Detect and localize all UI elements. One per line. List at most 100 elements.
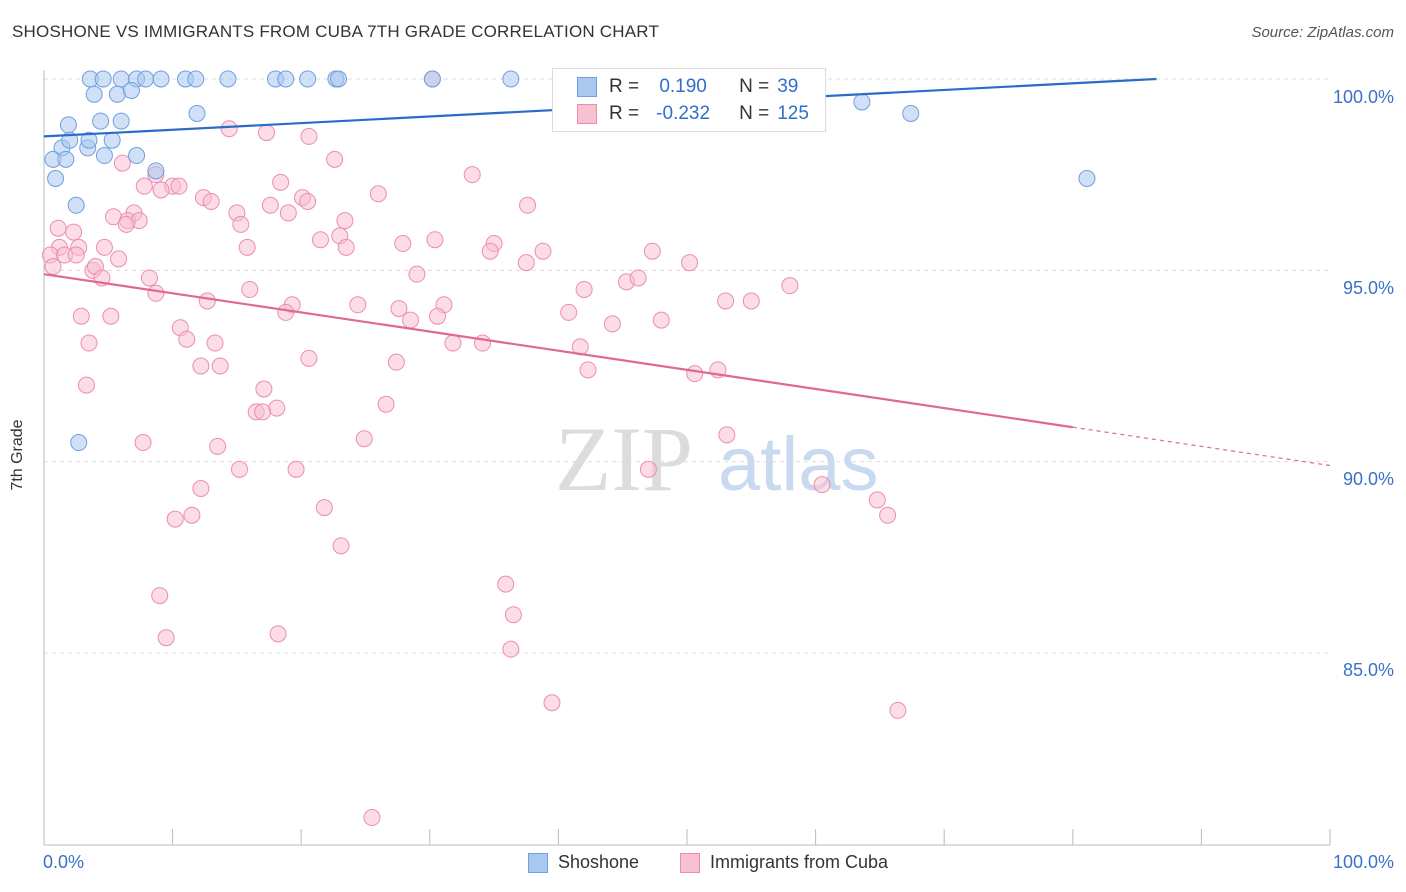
cuba-point — [429, 307, 447, 325]
cuba-point — [813, 476, 831, 494]
axes — [43, 70, 1331, 846]
y-tick-label: 90.0% — [1342, 469, 1394, 489]
cuba-point — [686, 365, 704, 383]
cuba-point — [80, 334, 98, 352]
cuba-point — [474, 334, 492, 352]
cuba-point — [336, 212, 354, 230]
cuba-point — [560, 303, 578, 321]
watermark-zip: ZIP — [555, 408, 693, 510]
cuba-point — [209, 437, 227, 455]
cuba-point — [157, 629, 175, 647]
cuba-point — [652, 311, 670, 329]
cuba-point — [254, 403, 272, 421]
shoshone-point — [59, 116, 77, 134]
cuba-point — [300, 349, 318, 367]
cuba-point — [326, 150, 344, 168]
cuba-point — [65, 223, 83, 241]
cuba-point — [279, 204, 297, 222]
grid-lines — [44, 78, 1330, 654]
cuba-point — [300, 127, 318, 145]
legend-item-cuba: Immigrants from Cuba — [680, 852, 888, 873]
n-label: N = — [739, 76, 770, 97]
cuba-points — [41, 70, 907, 827]
shoshone-point — [85, 85, 103, 103]
shoshone-point — [128, 147, 146, 165]
shoshone-point — [152, 70, 170, 88]
shoshone-point — [103, 131, 121, 149]
shoshone-point — [1078, 169, 1096, 187]
cuba-point — [134, 434, 152, 452]
cuba-point — [238, 238, 256, 256]
cuba-point — [272, 173, 290, 191]
shoshone-point — [219, 70, 237, 88]
legend-item-shoshone: Shoshone — [528, 852, 639, 873]
cuba-point — [390, 300, 408, 318]
cuba-point — [311, 231, 329, 249]
cuba-point — [481, 242, 499, 260]
cuba-point — [363, 809, 381, 827]
cuba-point — [408, 265, 426, 283]
cuba-trend-extension — [1072, 426, 1331, 467]
shoshone-point — [94, 70, 112, 88]
shoshone-point — [853, 93, 871, 111]
cuba-point — [639, 460, 657, 478]
cuba-point — [377, 395, 395, 413]
r-value: 0.190 — [659, 76, 707, 97]
shoshone-swatch — [577, 77, 597, 97]
cuba-point — [603, 315, 621, 333]
cuba-point — [534, 242, 552, 260]
cuba-point — [402, 311, 420, 329]
cuba-point — [519, 196, 537, 214]
legend-label: Shoshone — [558, 852, 640, 872]
y-tick-label: 100.0% — [1332, 87, 1394, 107]
cuba-point — [332, 537, 350, 555]
r-label: R = — [609, 76, 640, 97]
cuba-point — [113, 154, 131, 172]
cuba-point — [183, 506, 201, 524]
shoshone-point — [147, 162, 165, 180]
cuba-point — [170, 177, 188, 195]
cuba-point — [202, 192, 220, 210]
cuba-point — [140, 269, 158, 287]
cuba-point — [178, 330, 196, 348]
cuba-point — [394, 235, 412, 253]
cuba-point — [717, 292, 735, 310]
cuba-point — [579, 361, 597, 379]
y-tick-label: 95.0% — [1342, 278, 1394, 298]
cuba-point — [426, 231, 444, 249]
shoshone-point — [47, 169, 65, 187]
shoshone-point — [277, 70, 295, 88]
cuba-point — [232, 215, 250, 233]
cuba-point — [287, 460, 305, 478]
cuba-swatch — [680, 852, 700, 873]
cuba-point — [517, 254, 535, 272]
cuba-point — [257, 124, 275, 142]
cuba-trend-line — [43, 273, 1073, 429]
cuba-point — [497, 575, 515, 593]
chart-title: SHOSHONE VS IMMIGRANTS FROM CUBA 7TH GRA… — [12, 22, 660, 41]
cuba-point — [147, 284, 165, 302]
shoshone-point — [187, 70, 205, 88]
cuba-point — [102, 307, 120, 325]
shoshone-point — [92, 112, 110, 130]
cuba-point — [135, 177, 153, 195]
correlation-legend: R = 0.190 N = 39 R = -0.232 N = 125 — [552, 68, 826, 132]
y-axis-label: 7th Grade — [9, 419, 26, 491]
shoshone-point — [95, 147, 113, 165]
cuba-point — [230, 460, 248, 478]
cuba-point — [77, 376, 95, 394]
r-label: R = — [609, 103, 640, 124]
shoshone-swatch — [528, 852, 548, 873]
cuba-point — [349, 296, 367, 314]
shoshone-point — [122, 81, 140, 99]
shoshone-point — [423, 70, 441, 88]
cuba-point — [49, 219, 67, 237]
shoshone-point — [188, 104, 206, 122]
n-value: 39 — [777, 76, 799, 97]
cuba-point — [220, 120, 238, 138]
cuba-point — [268, 399, 286, 417]
cuba-point — [44, 258, 62, 276]
cuba-point — [575, 280, 593, 298]
shoshone-point — [502, 70, 520, 88]
